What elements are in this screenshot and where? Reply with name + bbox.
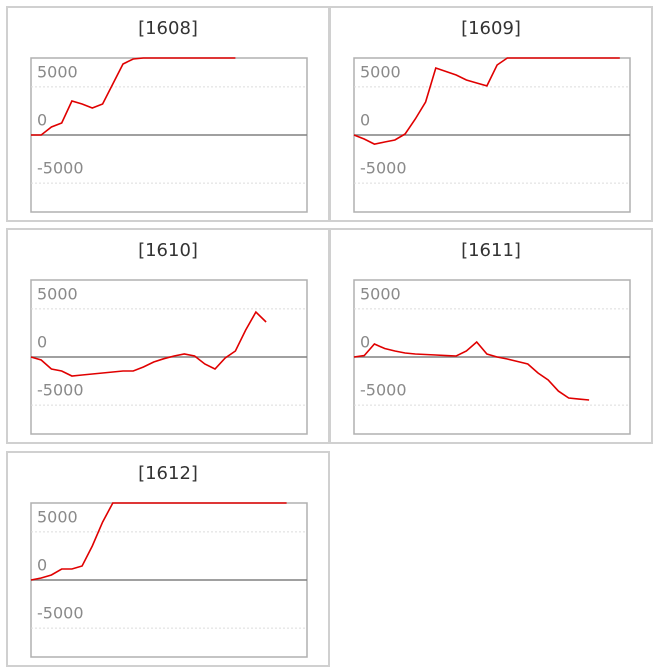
y-tick-label: 5000 [360,62,401,81]
chart-panel: [1610] -5000 0 5000 [6,228,330,444]
y-tick-label: 0 [37,111,47,130]
data-line [31,57,236,136]
chart-panel: [1611] -5000 0 5000 [329,228,653,444]
y-tick-label: 5000 [37,507,78,526]
chart-title: [1610] [138,240,198,261]
data-line [353,340,590,401]
chart-title: [1609] [461,18,521,39]
y-tick-label: -5000 [360,381,407,400]
y-tick-label: -5000 [37,159,84,178]
chart: [1610] -5000 0 5000 [30,240,308,435]
chart-title: [1608] [138,18,198,39]
y-tick-label: -5000 [37,381,84,400]
chart-title: [1612] [138,463,198,484]
y-tick-label: 0 [37,556,47,575]
chart: [1608] -5000 0 5000 [30,18,308,213]
y-tick-label: -5000 [37,604,84,623]
y-tick-label: 0 [360,111,370,130]
y-tick-label: 5000 [37,284,78,303]
chart-panel: [1608] -5000 0 5000 [6,6,330,222]
y-tick-label: -5000 [360,159,407,178]
y-tick-label: 5000 [360,284,401,303]
chart: [1611] -5000 0 5000 [353,240,631,435]
chart-title: [1611] [461,240,521,261]
data-line [30,502,287,581]
y-tick-label: 0 [37,333,47,352]
y-tick-label: 0 [360,333,370,352]
chart: [1609] -5000 0 5000 [353,18,631,213]
chart-panel: [1609] -5000 0 5000 [329,6,653,222]
data-line [353,57,620,145]
chart: [1612] -5000 0 5000 [30,463,308,658]
y-tick-label: 5000 [37,62,78,81]
chart-panel: [1612] -5000 0 5000 [6,451,330,667]
data-line [30,310,267,377]
